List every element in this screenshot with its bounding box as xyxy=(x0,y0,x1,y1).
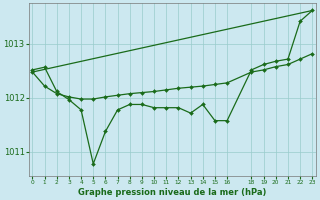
X-axis label: Graphe pression niveau de la mer (hPa): Graphe pression niveau de la mer (hPa) xyxy=(78,188,267,197)
